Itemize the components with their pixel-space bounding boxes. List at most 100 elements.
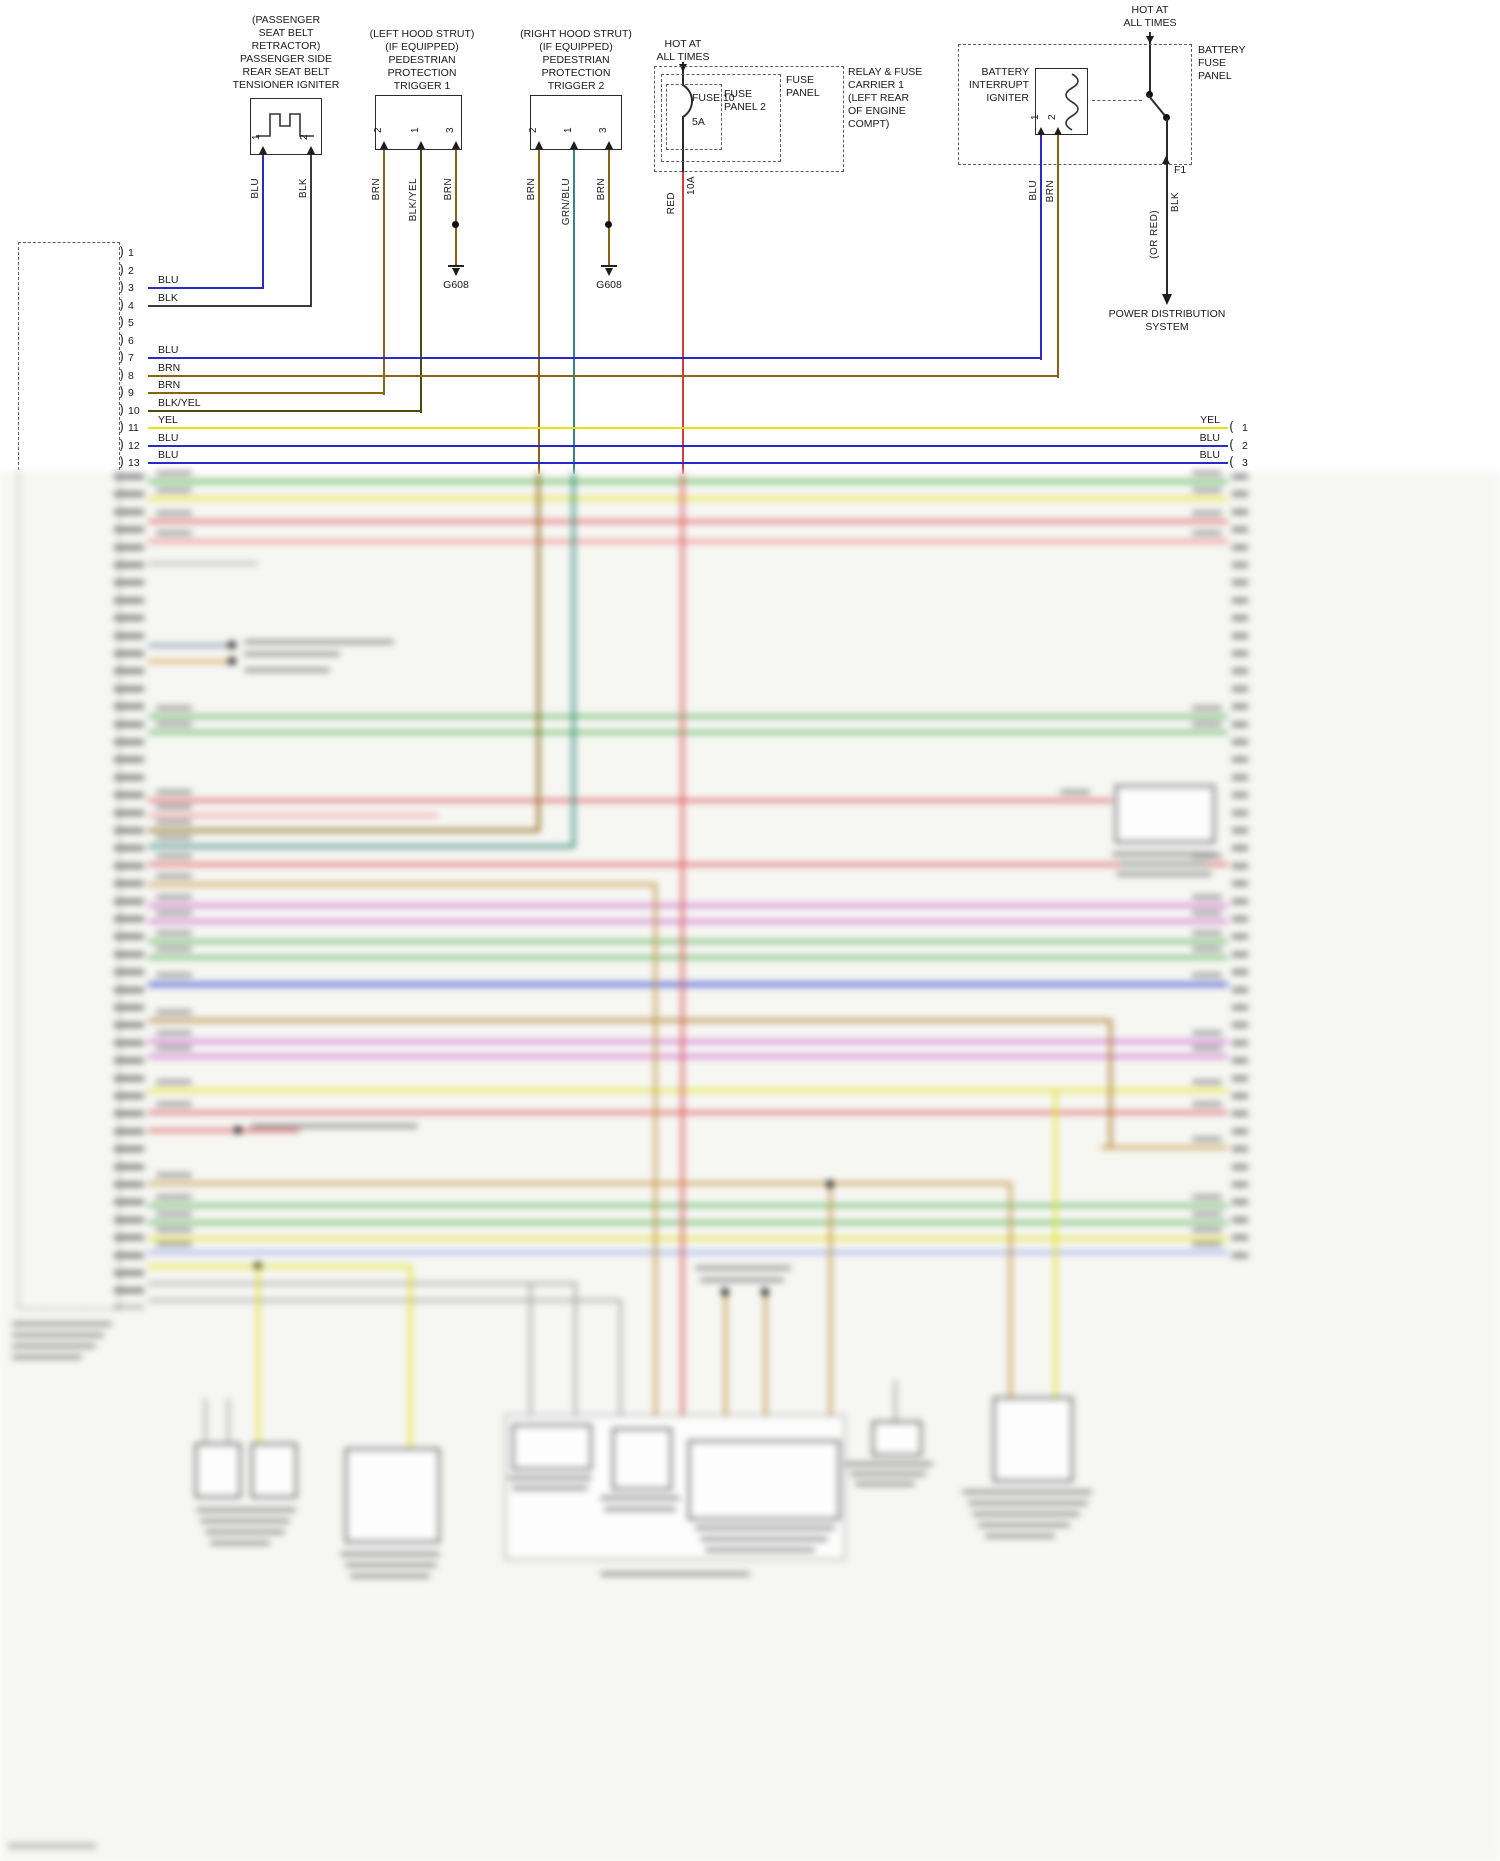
connector-outline: [18, 1308, 120, 1309]
blurred-wire: [1100, 1146, 1228, 1149]
wire-label: YEL: [1200, 414, 1220, 426]
blurred-wire: [204, 1398, 207, 1443]
pin-number: 1: [1242, 422, 1248, 434]
blurred-component-box: [251, 1443, 297, 1498]
connector-pin-arc: (: [1229, 455, 1235, 470]
ground-bar: [601, 265, 617, 267]
pin-number: 7: [128, 352, 134, 364]
blurred-component-box: [345, 1448, 440, 1543]
wire-alt-label: (OR RED): [1149, 210, 1160, 259]
blurred-wire: [148, 920, 1228, 923]
blurred-component-box: [1115, 785, 1215, 843]
connector-pin-arc: ): [119, 245, 125, 260]
wire-label: BLK: [298, 178, 309, 199]
pin-arrow-icon: [307, 146, 315, 154]
connector-outline: [18, 242, 120, 243]
blurred-wire: [148, 731, 1228, 734]
connector-outline: [119, 470, 120, 1308]
ground-arrow-icon: [452, 268, 460, 276]
switch-contact-dot: [1163, 114, 1170, 121]
blurred-watermark: [8, 1843, 96, 1849]
connector-pin-arc: ): [119, 333, 125, 348]
ground-label: G608: [596, 279, 622, 291]
wire-label: BLK: [158, 292, 178, 304]
pin-number: 2: [1242, 440, 1248, 452]
blurred-wire: [148, 1265, 411, 1268]
pin-number: 6: [128, 335, 134, 347]
blurred-wire: [148, 1019, 1111, 1022]
pin-number: 9: [128, 387, 134, 399]
blurred-wire: [148, 1299, 621, 1302]
connector-pin-arc: ): [119, 438, 125, 453]
ground-label: G608: [443, 279, 469, 291]
pin-arrow-icon: [259, 146, 267, 154]
blurred-wire: [148, 904, 1228, 907]
pin-arrow-icon: [1037, 127, 1045, 135]
blurred-wire: [148, 1089, 1228, 1092]
pin-arrow-icon: [1054, 127, 1062, 135]
wire-brn-ground: [608, 150, 610, 267]
battery-fuse-panel-box: [958, 44, 1192, 165]
wire-rating-label: 10A: [686, 176, 697, 195]
blurred-wire: [1109, 1019, 1112, 1148]
blurred-wire: [148, 480, 1228, 483]
blurred-wire: [148, 956, 1228, 959]
blurred-component-box: [872, 1421, 922, 1456]
battery-igniter-label: BATTERY INTERRUPT IGNITER: [968, 66, 1029, 105]
blurred-wire: [829, 1182, 832, 1438]
wire-label: BLU: [158, 432, 179, 444]
wire-label: BRN: [158, 379, 181, 391]
pin-number: 1: [251, 134, 262, 140]
power-dist-arrow-icon: [1162, 294, 1172, 305]
pin-arrow-icon: [380, 141, 388, 149]
blurred-wire: [654, 883, 657, 1442]
wire-label: BLK: [1170, 192, 1181, 213]
connector-outline: [18, 242, 19, 470]
pin-arrow-icon: [605, 141, 613, 149]
fuse-panel2-label: FUSE PANEL 2: [724, 88, 767, 114]
wire-label: BLU: [250, 178, 261, 199]
blurred-component-box: [195, 1443, 241, 1498]
pin-number: 3: [598, 127, 609, 133]
pin-number: 3: [1242, 457, 1248, 469]
connector-outline: [119, 242, 120, 470]
component-title-seatbelt-igniter: (PASSENGER SEAT BELT RETRACTOR) PASSENGE…: [232, 14, 340, 92]
battery-fuse-panel-label: BATTERY FUSE PANEL: [1198, 44, 1246, 83]
pin-number: 2: [1047, 114, 1058, 120]
component-box-trigger1: [375, 95, 462, 150]
connector-pin-arc: ): [119, 280, 125, 295]
splice-dot: [605, 221, 612, 228]
blurred-wire: [148, 1040, 1228, 1043]
blurred-wire: [619, 1299, 622, 1428]
wire-blk: [1166, 165, 1168, 296]
pin-number: 2: [528, 127, 539, 133]
blurred-wire: [148, 1221, 1228, 1224]
connector-pin-arc: ): [119, 420, 125, 435]
pin-number: 8: [128, 370, 134, 382]
feed-arrow-icon: [1146, 36, 1154, 44]
blurred-arrow-icon: [678, 1420, 686, 1428]
wire-label: BLU: [158, 449, 179, 461]
wire-label: BLK/YEL: [408, 178, 419, 222]
blurred-wire: [148, 660, 232, 663]
blurred-pin-column: [1232, 474, 1248, 1260]
wire-brn: [148, 375, 1058, 377]
fuse-panel2-box: [661, 74, 781, 162]
connector-pin-arc: ): [119, 368, 125, 383]
switch-blade: [1147, 94, 1167, 118]
wire-brn: [538, 150, 540, 474]
connector-pin-arc: (: [1229, 420, 1235, 435]
wire-feed: [1149, 32, 1151, 94]
wire-label: YEL: [158, 414, 178, 426]
pin-number: 4: [128, 300, 134, 312]
ground-arrow-icon: [605, 268, 613, 276]
wire-brn: [148, 392, 384, 394]
blurred-wire: [148, 1111, 1228, 1114]
blurred-wire: [148, 829, 540, 832]
power-distribution-label: POWER DISTRIBUTION SYSTEM: [1108, 308, 1226, 334]
wire-brn: [1057, 135, 1059, 378]
switch-link-dashed: [1092, 100, 1142, 101]
wire-grnblu: [573, 150, 575, 474]
wire-blkyel: [420, 150, 422, 413]
blurred-component-box: [512, 1424, 592, 1470]
